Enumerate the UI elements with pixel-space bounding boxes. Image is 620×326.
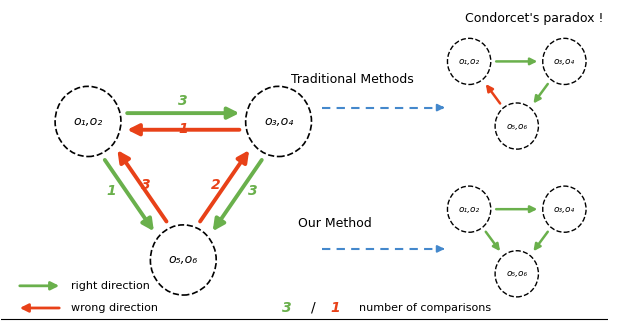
Text: 1: 1 <box>330 301 340 315</box>
Text: 1: 1 <box>107 184 116 198</box>
Circle shape <box>542 38 586 84</box>
Text: 3: 3 <box>248 184 257 198</box>
Text: o₅,o₆: o₅,o₆ <box>506 122 528 130</box>
Text: o₃,o₄: o₃,o₄ <box>264 115 293 128</box>
Circle shape <box>246 86 311 156</box>
Text: o₁,o₂: o₁,o₂ <box>459 57 480 66</box>
Text: o₅,o₆: o₅,o₆ <box>169 254 198 266</box>
Text: o₁,o₂: o₁,o₂ <box>459 205 480 214</box>
Circle shape <box>495 103 538 149</box>
Text: o₃,o₄: o₃,o₄ <box>554 57 575 66</box>
Text: 3: 3 <box>283 301 292 315</box>
Text: 2: 2 <box>211 178 220 192</box>
Text: 1: 1 <box>179 122 188 136</box>
Circle shape <box>55 86 121 156</box>
Text: o₃,o₄: o₃,o₄ <box>554 205 575 214</box>
Circle shape <box>542 186 586 232</box>
Text: wrong direction: wrong direction <box>71 303 157 313</box>
Text: o₅,o₆: o₅,o₆ <box>506 269 528 278</box>
Circle shape <box>151 225 216 295</box>
Text: o₁,o₂: o₁,o₂ <box>73 115 103 128</box>
Text: Condorcet's paradox !: Condorcet's paradox ! <box>465 11 603 24</box>
Text: number of comparisons: number of comparisons <box>352 303 491 313</box>
Text: right direction: right direction <box>71 281 149 291</box>
Circle shape <box>448 186 491 232</box>
Text: 3: 3 <box>179 94 188 108</box>
Circle shape <box>448 38 491 84</box>
Circle shape <box>495 251 538 297</box>
Text: Our Method: Our Method <box>298 216 372 230</box>
Text: 3: 3 <box>141 178 151 192</box>
Text: /: / <box>311 301 316 315</box>
Text: Traditional Methods: Traditional Methods <box>291 73 414 86</box>
